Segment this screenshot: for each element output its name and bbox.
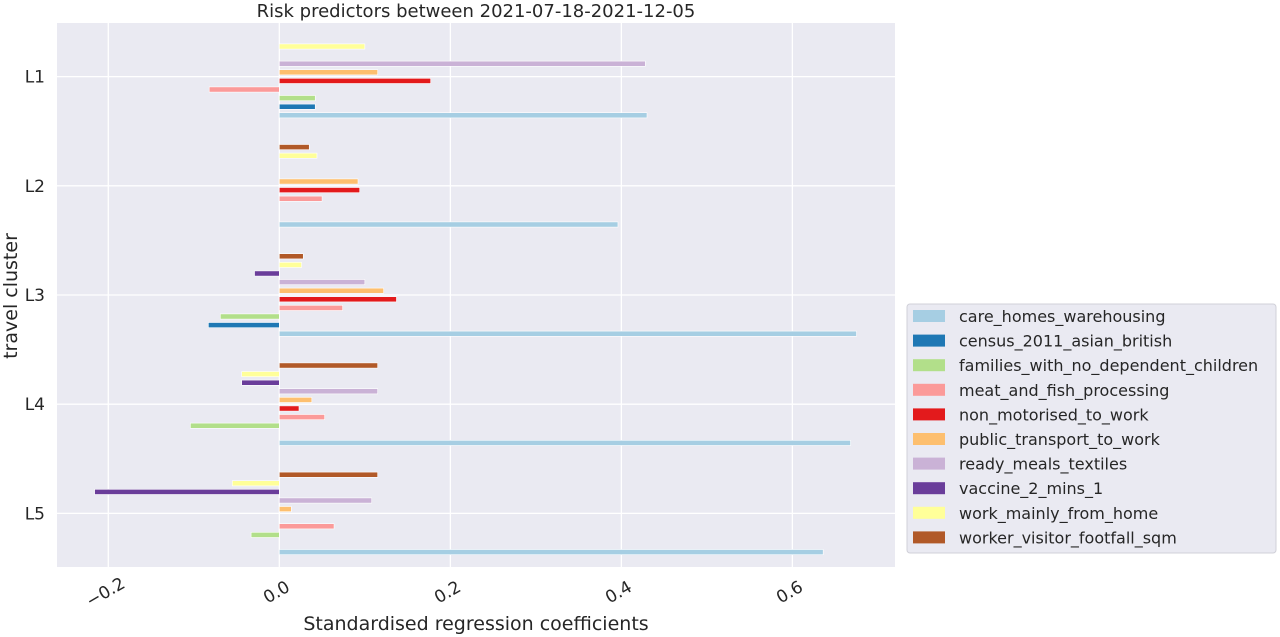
- legend-box: [906, 303, 1277, 554]
- bar-census_2011_asian_british-L1: [279, 103, 316, 110]
- bar-ready_meals_textiles-L4: [279, 388, 378, 395]
- bar-families_with_no_dependent_children-L3: [220, 313, 280, 320]
- bar-work_mainly_from_home-L5: [231, 480, 280, 487]
- category-label: L4: [25, 395, 45, 415]
- bars: [94, 43, 857, 555]
- category-label: L2: [25, 177, 45, 197]
- legend-swatch: [913, 408, 945, 421]
- bar-care_homes_warehousing-L5: [279, 549, 824, 555]
- bar-meat_and_fish_processing-L3: [279, 304, 343, 311]
- bar-census_2011_asian_british-L3: [208, 322, 280, 328]
- bar-families_with_no_dependent_children-L5: [250, 531, 280, 538]
- bar-public_transport_to_work-L4: [279, 396, 313, 403]
- bar-meat_and_fish_processing-L1: [208, 86, 280, 93]
- bar-work_mainly_from_home-L3: [279, 261, 302, 268]
- bar-public_transport_to_work-L3: [279, 287, 384, 294]
- legend-swatch: [913, 433, 945, 445]
- bar-worker_visitor_footfall_sqm-L3: [279, 253, 304, 260]
- x-tick-label: 0.2: [431, 577, 464, 608]
- legend-swatch: [913, 359, 945, 372]
- x-tick-label: 0.6: [773, 577, 806, 608]
- category-label: L1: [25, 68, 45, 88]
- legend-swatch: [913, 383, 945, 396]
- legend-swatch: [913, 334, 945, 347]
- legend-entry-label: ready_meals_textiles: [959, 455, 1127, 475]
- x-tick-label: 0.4: [602, 577, 635, 608]
- bar-families_with_no_dependent_children-L4: [190, 422, 280, 429]
- bar-work_mainly_from_home-L2: [279, 152, 318, 159]
- legend-entry-label: families_with_no_dependent_children: [959, 356, 1258, 376]
- bar-non_motorised_to_work-L3: [279, 296, 397, 303]
- bar-work_mainly_from_home-L1: [279, 43, 366, 50]
- legend-swatch: [913, 310, 945, 322]
- bar-ready_meals_textiles-L3: [279, 279, 366, 285]
- bar-ready_meals_textiles-L1: [279, 60, 646, 67]
- y-axis-title: travel cluster: [0, 233, 22, 359]
- bar-public_transport_to_work-L2: [279, 178, 359, 185]
- legend-swatch: [913, 531, 945, 544]
- category-label: L5: [25, 504, 45, 524]
- legend-entry-label: census_2011_asian_british: [959, 332, 1172, 352]
- legend-entry-label: work_mainly_from_home: [959, 504, 1158, 524]
- y-tick-labels: L1 L2 L3 L4 L5: [25, 68, 45, 525]
- bar-public_transport_to_work-L1: [279, 69, 378, 76]
- x-axis-title: Standardised regression coefficients: [303, 613, 648, 635]
- bar-care_homes_warehousing-L1: [279, 112, 648, 119]
- category-label: L3: [25, 286, 45, 306]
- legend-swatch: [913, 457, 945, 470]
- bar-work_mainly_from_home-L4: [241, 371, 280, 377]
- bar-care_homes_warehousing-L4: [279, 439, 851, 446]
- legend-entry-label: meat_and_fish_processing: [959, 381, 1169, 401]
- x-tick-label: −0.2: [83, 574, 129, 612]
- bar-vaccine_2_mins_1-L4: [241, 379, 280, 386]
- bar-worker_visitor_footfall_sqm-L2: [279, 144, 310, 150]
- bar-vaccine_2_mins_1-L3: [254, 270, 280, 277]
- legend-swatch: [913, 506, 945, 519]
- bar-non_motorised_to_work-L2: [279, 187, 361, 193]
- legend-entry-label: vaccine_2_mins_1: [959, 479, 1103, 499]
- bar-non_motorised_to_work-L1: [279, 78, 431, 84]
- legend-entry-label: public_transport_to_work: [959, 430, 1161, 450]
- bar-families_with_no_dependent_children-L1: [279, 95, 316, 101]
- bar-worker_visitor_footfall_sqm-L5: [279, 471, 378, 478]
- legend-entry-label: worker_visitor_footfall_sqm: [959, 528, 1177, 548]
- x-tick-labels: −0.2 0.0 0.2 0.4 0.6: [83, 574, 807, 612]
- legend-entry-label: non_motorised_to_work: [959, 405, 1149, 425]
- bar-ready_meals_textiles-L5: [279, 497, 372, 504]
- legend: care_homes_warehousing census_2011_asian_…: [906, 303, 1277, 554]
- legend-entry-label: care_homes_warehousing: [959, 307, 1165, 327]
- bar-worker_visitor_footfall_sqm-L4: [279, 362, 378, 369]
- chart-title: Risk predictors between 2021-07-18-2021-…: [257, 1, 696, 22]
- bar-care_homes_warehousing-L2: [279, 221, 619, 228]
- legend-swatch: [913, 482, 945, 495]
- bar-vaccine_2_mins_1-L5: [94, 488, 280, 495]
- bar-meat_and_fish_processing-L4: [279, 414, 325, 420]
- bar-meat_and_fish_processing-L5: [279, 523, 335, 530]
- bar-public_transport_to_work-L5: [279, 506, 292, 512]
- x-tick-label: 0.0: [260, 577, 293, 608]
- bar-care_homes_warehousing-L3: [279, 330, 857, 337]
- bar-meat_and_fish_processing-L2: [279, 195, 323, 202]
- bar-non_motorised_to_work-L4: [279, 405, 300, 412]
